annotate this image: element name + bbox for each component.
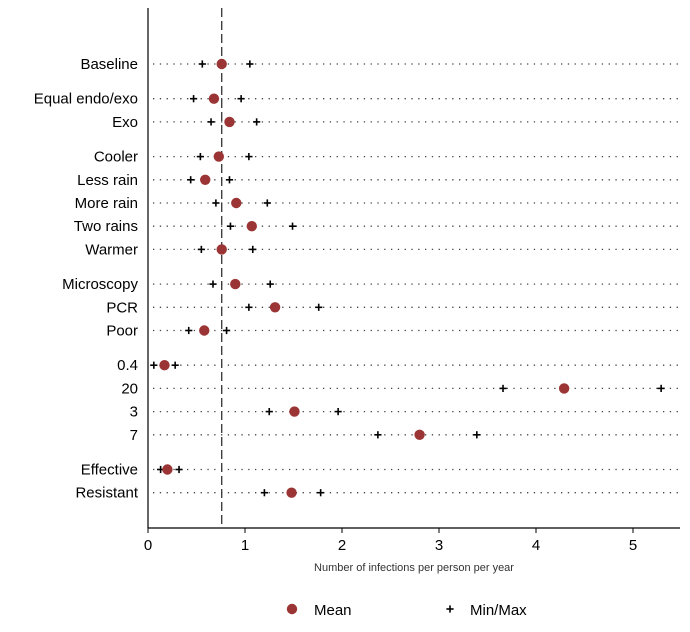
category-label: Cooler <box>94 149 138 166</box>
mean-point <box>224 116 235 128</box>
mean-point <box>199 325 210 336</box>
category-label: Baseline <box>80 56 138 73</box>
category-label: PCR <box>106 299 138 316</box>
max-marker <box>249 245 257 253</box>
min-marker <box>150 361 158 369</box>
mean-point <box>159 360 170 371</box>
max-marker <box>237 95 245 103</box>
mean-point <box>286 487 297 498</box>
category-label: 3 <box>130 404 138 421</box>
mean-point <box>162 464 173 475</box>
min-marker <box>374 431 382 439</box>
category-label: Equal endo/exo <box>34 91 138 108</box>
min-marker <box>187 176 195 184</box>
category-label: Exo <box>112 114 138 131</box>
legend-mean-label: Mean <box>314 602 352 619</box>
category-label: Two rains <box>74 218 138 235</box>
min-marker <box>212 199 220 207</box>
max-marker <box>657 384 665 392</box>
max-marker <box>473 431 481 439</box>
min-marker <box>260 489 268 497</box>
category-label: 20 <box>121 380 138 397</box>
category-label: Poor <box>106 323 138 340</box>
max-marker <box>175 465 183 474</box>
x-tick-label: 1 <box>241 537 249 554</box>
max-marker <box>171 361 179 369</box>
mean-point <box>216 58 227 70</box>
min-marker <box>196 153 204 161</box>
category-label: More rain <box>75 195 138 212</box>
mean-point <box>269 302 281 313</box>
mean-point <box>289 406 300 417</box>
max-marker <box>245 153 253 161</box>
category-label: 0.4 <box>117 357 138 374</box>
max-marker <box>246 60 254 68</box>
mean-point <box>200 174 211 185</box>
max-marker <box>225 176 234 184</box>
max-marker <box>317 489 325 497</box>
category-label: Resistant <box>75 485 138 502</box>
max-marker <box>222 326 231 335</box>
min-marker <box>245 303 253 311</box>
max-marker <box>266 280 274 288</box>
max-marker <box>315 303 323 311</box>
x-tick-label: 4 <box>532 537 540 554</box>
min-marker <box>226 222 235 230</box>
category-label: 7 <box>130 427 138 444</box>
mean-point <box>414 429 425 440</box>
max-marker <box>263 199 271 207</box>
mean-point <box>558 383 570 394</box>
mean-point <box>213 151 225 162</box>
category-label: Effective <box>81 462 138 479</box>
min-marker <box>209 280 217 288</box>
legend-minmax-marker <box>446 605 454 613</box>
mean-point <box>231 197 242 209</box>
max-marker <box>288 222 297 230</box>
mean-point <box>246 221 257 232</box>
x-axis-title: Number of infections per person per year <box>314 562 514 574</box>
x-tick-label: 0 <box>144 537 152 554</box>
mean-point <box>216 244 227 255</box>
mean-point <box>230 278 241 290</box>
mean-point <box>208 93 220 104</box>
min-marker <box>189 95 198 103</box>
category-label: Warmer <box>85 241 138 258</box>
min-marker <box>185 326 193 335</box>
min-marker <box>499 384 507 392</box>
x-tick-label: 5 <box>629 537 637 554</box>
legend-mean-marker <box>286 603 298 615</box>
min-marker <box>207 118 215 126</box>
min-marker <box>198 60 206 68</box>
x-tick-label: 2 <box>338 537 346 554</box>
min-marker <box>197 245 205 253</box>
max-marker <box>253 118 261 126</box>
x-tick-label: 3 <box>435 537 443 554</box>
max-marker <box>334 408 342 416</box>
min-marker <box>265 408 273 416</box>
legend-minmax-label: Min/Max <box>470 602 527 619</box>
category-label: Less rain <box>77 172 138 189</box>
category-label: Microscopy <box>62 276 138 293</box>
